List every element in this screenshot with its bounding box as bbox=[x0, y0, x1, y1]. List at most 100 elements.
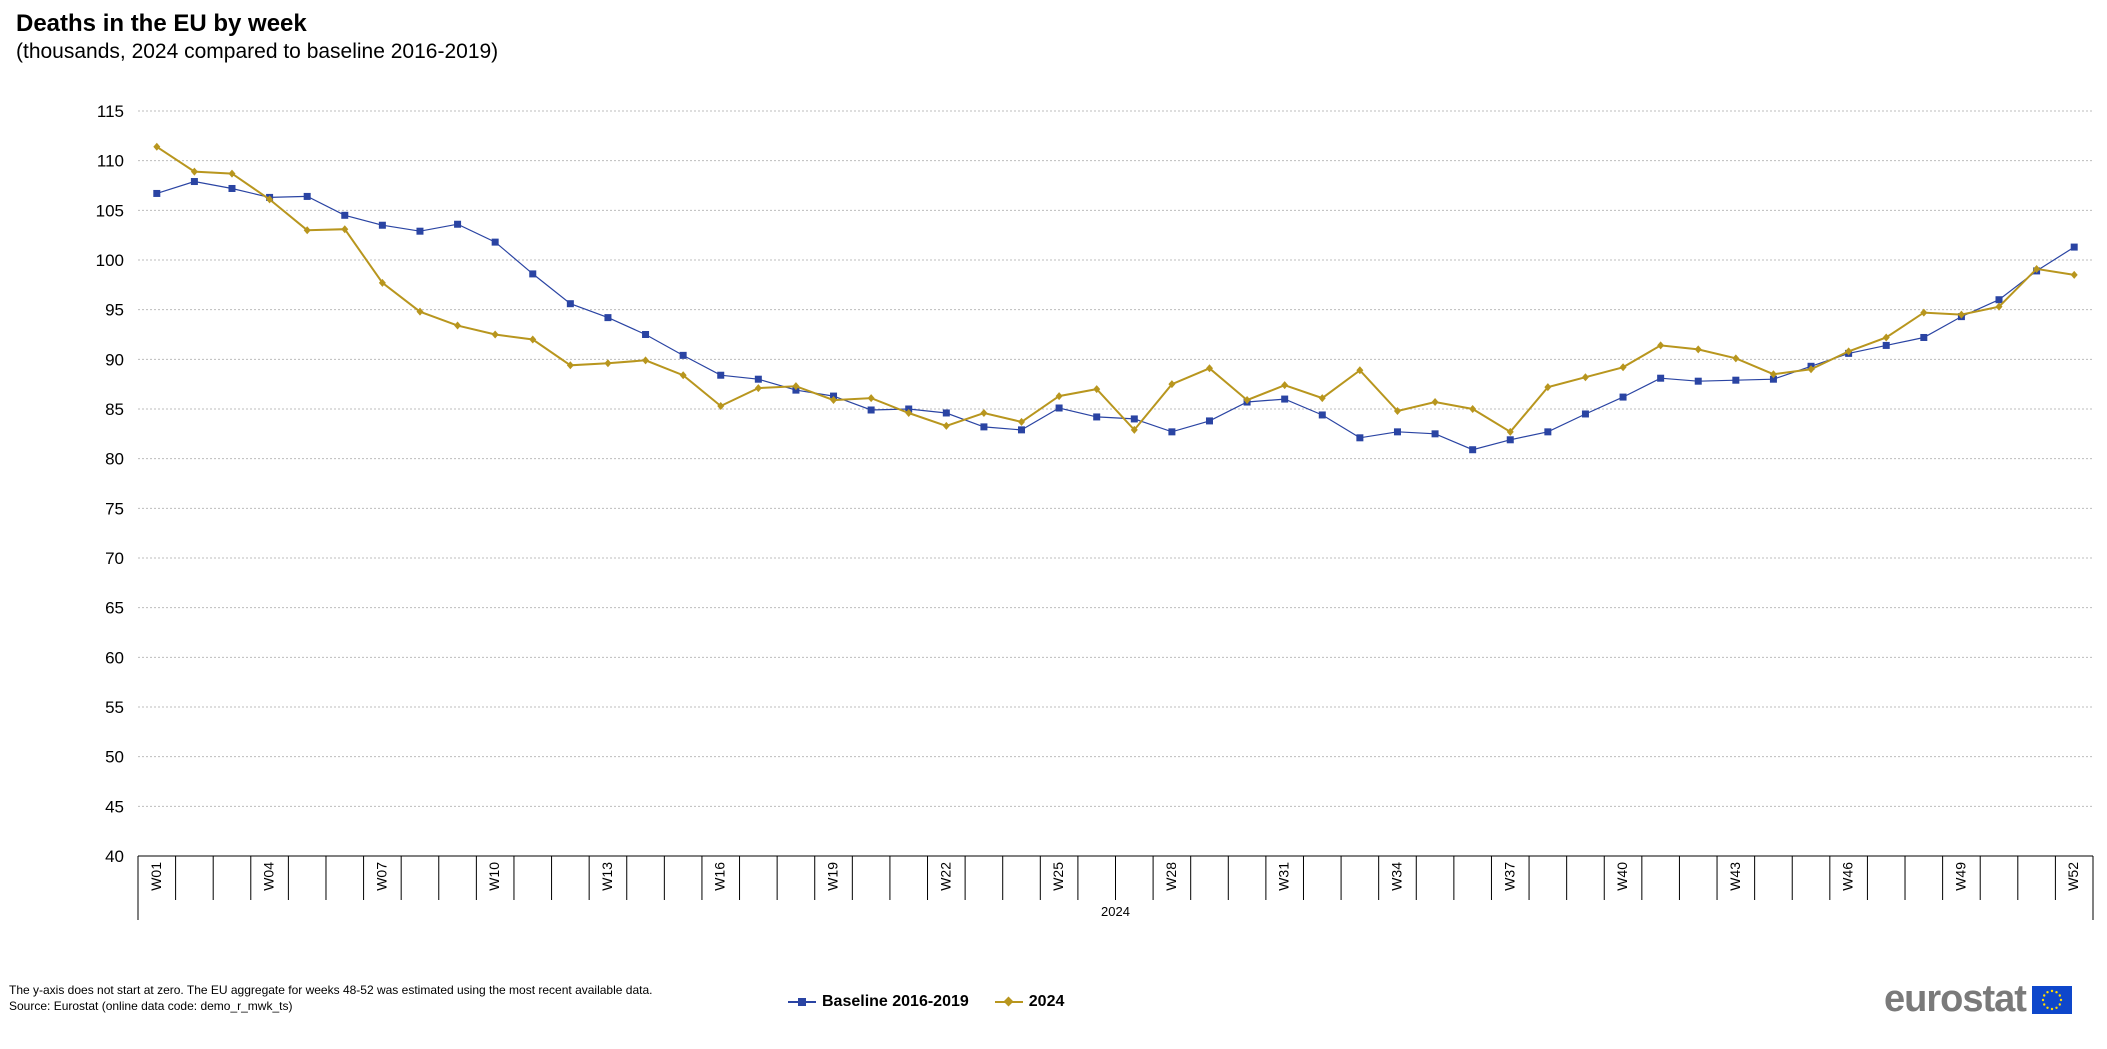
flag-star-5 bbox=[2042, 1002, 2046, 1006]
x-tick-label-W10: W10 bbox=[486, 862, 502, 891]
x-tick-label-W46: W46 bbox=[1840, 862, 1856, 891]
point-2024-W28 bbox=[1168, 380, 1176, 389]
x-tick-label-W16: W16 bbox=[712, 862, 728, 891]
point-2024-W21 bbox=[905, 408, 913, 417]
point-2024-W41 bbox=[1657, 341, 1665, 350]
point-2024-W25 bbox=[1055, 392, 1063, 401]
series-line-0 bbox=[156, 180, 2075, 451]
point-baseline-W50 bbox=[1995, 296, 2003, 304]
point-2024-W43 bbox=[1732, 354, 1740, 363]
y-tick-label-55: 55 bbox=[105, 698, 124, 717]
point-baseline-W32 bbox=[1318, 411, 1326, 419]
point-2024-W44 bbox=[1769, 370, 1777, 379]
point-baseline-W33 bbox=[1356, 434, 1364, 442]
point-baseline-W40 bbox=[1619, 393, 1627, 401]
y-tick-label-85: 85 bbox=[105, 400, 124, 419]
point-2024-W27 bbox=[1130, 425, 1138, 434]
legend-key-2024 bbox=[994, 996, 1023, 1008]
x-tick-label-W34: W34 bbox=[1388, 862, 1404, 891]
point-baseline-W36 bbox=[1469, 446, 1477, 454]
flag-star-2 bbox=[2055, 1006, 2058, 1009]
x-tick-label-W31: W31 bbox=[1276, 862, 1292, 891]
point-baseline-W15 bbox=[679, 351, 687, 359]
point-baseline-W34 bbox=[1393, 428, 1401, 436]
point-2024-W04 bbox=[266, 195, 274, 204]
point-2024-W06 bbox=[341, 225, 349, 234]
point-2024-W38 bbox=[1544, 383, 1552, 392]
point-baseline-W52 bbox=[2070, 243, 2078, 251]
point-baseline-W38 bbox=[1544, 428, 1552, 436]
point-baseline-W01 bbox=[153, 189, 161, 197]
y-tick-label-45: 45 bbox=[105, 797, 124, 816]
point-baseline-W07 bbox=[378, 221, 386, 229]
point-baseline-W28 bbox=[1168, 428, 1176, 436]
y-tick-label-115: 115 bbox=[97, 102, 124, 121]
point-baseline-W12 bbox=[566, 300, 574, 308]
point-2024-W02 bbox=[190, 167, 198, 176]
point-2024-W16 bbox=[717, 402, 725, 411]
point-baseline-W35 bbox=[1431, 430, 1439, 438]
point-baseline-W14 bbox=[642, 331, 650, 338]
point-baseline-W23 bbox=[980, 423, 988, 431]
point-2024-W29 bbox=[1205, 364, 1213, 373]
legend-item-2024: 2024 bbox=[994, 993, 1064, 1011]
point-2024-W23 bbox=[980, 408, 988, 417]
point-baseline-W16 bbox=[717, 371, 725, 379]
flag-star-11 bbox=[2058, 993, 2061, 997]
gridlines bbox=[138, 110, 2093, 807]
point-baseline-W08 bbox=[416, 227, 424, 235]
logo-text: eurostat bbox=[1884, 978, 2027, 1020]
point-2024-W40 bbox=[1619, 363, 1627, 372]
point-2024-W01 bbox=[153, 142, 161, 151]
x-tick-label-W22: W22 bbox=[937, 862, 953, 891]
point-2024-W45 bbox=[1807, 365, 1815, 374]
legend-item-baseline: Baseline 2016-2019 bbox=[788, 993, 969, 1011]
x-tick-label-W19: W19 bbox=[825, 862, 841, 891]
eurostat-logo: eurostat bbox=[1884, 978, 2072, 1021]
point-2024-W47 bbox=[1882, 333, 1890, 342]
point-2024-W10 bbox=[491, 330, 499, 339]
flag-star-1 bbox=[2058, 1002, 2061, 1006]
point-baseline-W22 bbox=[942, 409, 950, 417]
chart-title: Deaths in the EU by week bbox=[16, 10, 307, 37]
x-tick-label-W49: W49 bbox=[1952, 862, 1968, 891]
point-2024-W49 bbox=[1957, 310, 1965, 319]
y-tick-label-50: 50 bbox=[105, 748, 124, 767]
point-2024-W11 bbox=[529, 335, 537, 344]
flag-star-9 bbox=[2050, 989, 2054, 992]
point-2024-W31 bbox=[1281, 381, 1289, 390]
x-tick-label-W13: W13 bbox=[599, 862, 615, 891]
point-2024-W09 bbox=[454, 321, 462, 330]
point-2024-W14 bbox=[642, 356, 650, 365]
point-2024-W48 bbox=[1920, 308, 1928, 317]
flag-star-0 bbox=[2059, 998, 2063, 1001]
point-2024-W07 bbox=[378, 278, 386, 287]
y-tick-label-100: 100 bbox=[96, 251, 124, 270]
y-tick-label-95: 95 bbox=[105, 301, 124, 320]
point-2024-W51 bbox=[2033, 264, 2041, 273]
legend: Baseline 2016-2019 2024 bbox=[788, 993, 1064, 1011]
x-tick-label-W01: W01 bbox=[148, 862, 164, 891]
point-baseline-W29 bbox=[1205, 417, 1213, 425]
point-baseline-W42 bbox=[1694, 377, 1702, 385]
y-tick-label-60: 60 bbox=[105, 648, 124, 667]
point-2024-W37 bbox=[1506, 427, 1514, 436]
footnote-source: Source: Eurostat (online data code: demo… bbox=[9, 999, 293, 1013]
point-2024-W08 bbox=[416, 307, 424, 316]
point-2024-W15 bbox=[679, 371, 687, 380]
line-chart: 40 45 50 55 60 65 70 75 80 85 90 95 100 105 110 115 W01 W… bbox=[96, 102, 2094, 920]
point-2024-W50 bbox=[1995, 302, 2003, 311]
flag-star-3 bbox=[2050, 1007, 2054, 1010]
point-baseline-W13 bbox=[604, 314, 612, 322]
point-2024-W20 bbox=[867, 394, 875, 403]
x-tick-label-W43: W43 bbox=[1727, 862, 1743, 891]
point-baseline-W31 bbox=[1281, 395, 1289, 403]
series-layer bbox=[153, 142, 2078, 454]
point-baseline-W26 bbox=[1093, 413, 1101, 421]
x-tick-label-W28: W28 bbox=[1163, 862, 1179, 891]
point-baseline-W24 bbox=[1018, 426, 1026, 434]
point-2024-W26 bbox=[1093, 385, 1101, 394]
point-2024-W24 bbox=[1018, 417, 1026, 426]
point-2024-W39 bbox=[1581, 373, 1589, 382]
point-2024-W22 bbox=[942, 421, 950, 430]
